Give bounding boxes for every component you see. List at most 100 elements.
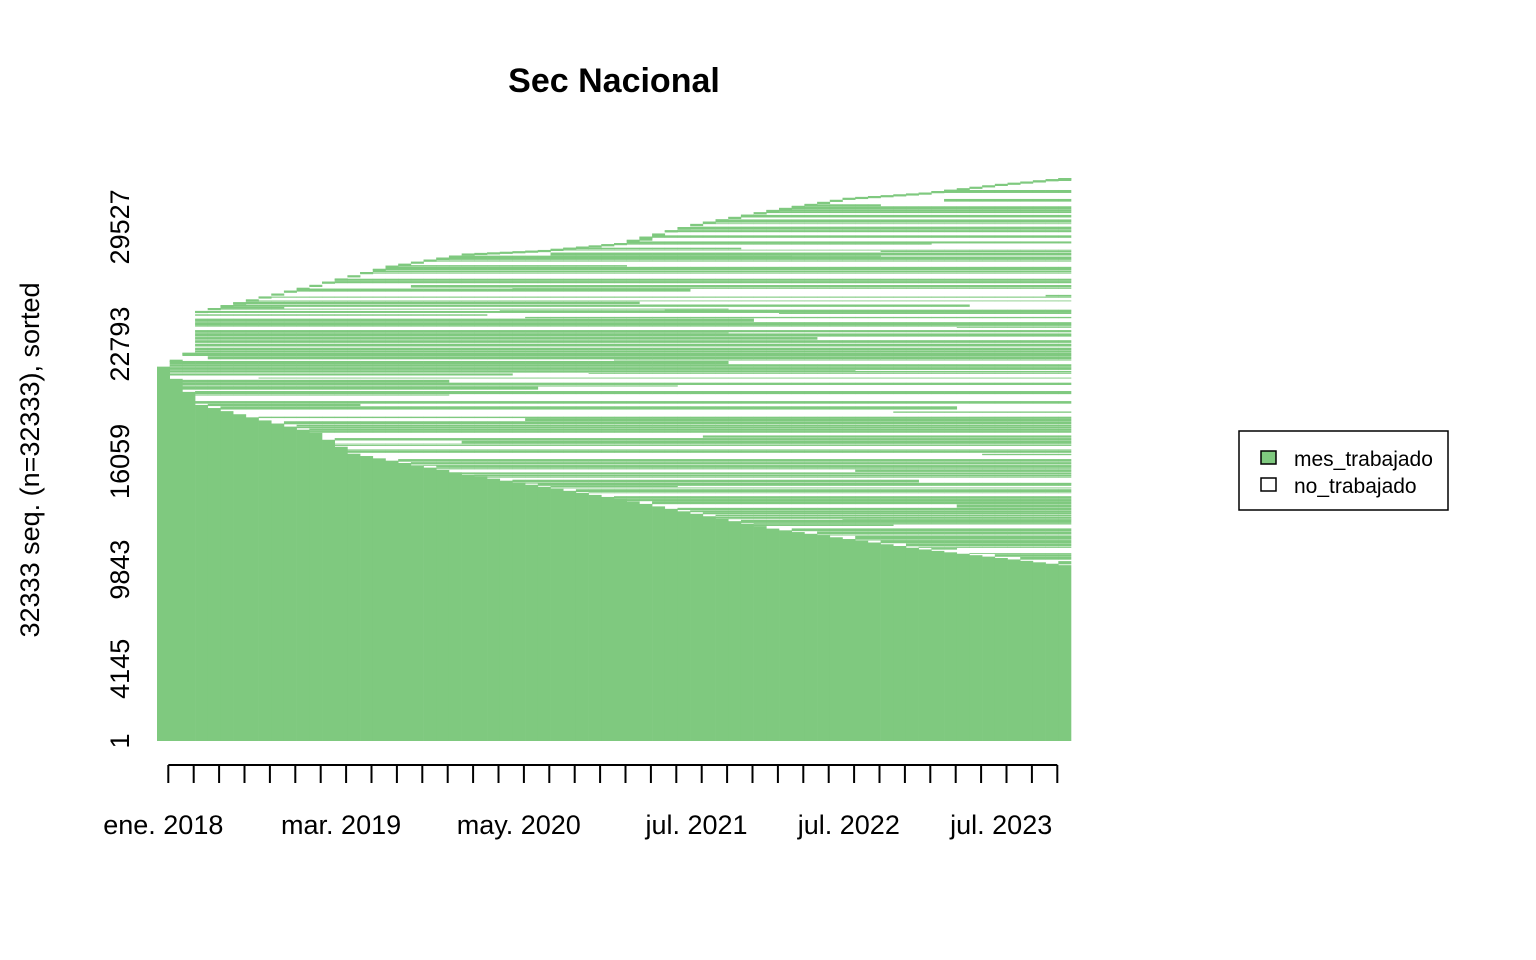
stripe-63-45 (956, 468, 970, 470)
stripe-40-100 (664, 352, 678, 357)
stripe-65-88 (982, 377, 996, 379)
stripe-42-94 (690, 367, 704, 370)
stripe-43-148 (702, 259, 716, 261)
stripe-38-41 (639, 476, 653, 478)
stripe-48-120 (766, 310, 780, 313)
stripe-48-85 (766, 382, 780, 385)
stripe-32-139 (563, 278, 577, 280)
stripe-56-147 (867, 260, 881, 262)
stripe-35-145 (601, 265, 615, 267)
stripe-64-48 (969, 464, 983, 466)
stripe-21-101 (423, 350, 437, 353)
stripe-60-8 (918, 546, 932, 548)
stripe-36-114 (614, 322, 627, 326)
stripe-46-163 (740, 230, 754, 233)
stripe-38-149 (639, 256, 653, 260)
stripe-27-92 (499, 370, 513, 373)
top-edge-col-35 (601, 244, 615, 247)
stripe-33-109 (575, 332, 589, 334)
stripe-20-127 (410, 301, 424, 304)
stripe-63-100 (956, 352, 970, 357)
stripe-31-101 (550, 350, 564, 353)
stripe-45-88 (728, 377, 742, 379)
stripe-64-130 (969, 296, 983, 298)
stripe-62-28 (944, 501, 958, 505)
stripe-47-24 (753, 512, 767, 515)
stripe-24-43 (461, 472, 475, 475)
stripe-34-151 (588, 255, 602, 257)
stripe-30-134 (537, 288, 551, 289)
stripe-42-138 (690, 279, 704, 281)
stripe-25-109 (474, 332, 488, 334)
stripe-43-157 (702, 243, 716, 245)
stripe-38-99 (639, 356, 653, 360)
stripe-31-130 (550, 296, 564, 298)
stripe-48-93 (766, 370, 780, 371)
stripe-17-125 (372, 304, 386, 307)
stripe-23-118 (448, 314, 462, 316)
stripe-37-77 (626, 401, 640, 404)
top-edge-col-62 (944, 189, 958, 192)
stripe-3-77 (195, 401, 209, 404)
stripe-24-97 (461, 360, 475, 365)
stripe-24-114 (461, 322, 475, 326)
stripe-52-42 (817, 474, 831, 477)
stripe-58-144 (893, 266, 907, 270)
stripe-15-55 (347, 450, 361, 453)
stripe-65-98 (982, 359, 996, 361)
stripe-19-93 (398, 370, 412, 371)
stripe-30-108 (537, 333, 551, 337)
stripe-23-97 (448, 360, 462, 365)
stripe-37-69 (626, 421, 640, 425)
stripe-19-99 (398, 356, 412, 360)
stripe-55-28 (855, 501, 869, 505)
stripe-57-38 (880, 482, 894, 484)
stripe-46-81 (740, 391, 754, 395)
stripe-29-127 (525, 301, 539, 304)
stripe-19-69 (398, 421, 412, 425)
stripe-65-49 (982, 462, 996, 465)
stripe-25-45 (474, 468, 488, 470)
stripe-56-96 (867, 364, 881, 367)
stripe-49-122 (779, 309, 793, 311)
stripe-41-38 (677, 482, 691, 484)
stripe-10-86 (283, 379, 297, 383)
stripe-25-101 (474, 350, 488, 353)
stripe-63-18 (956, 523, 970, 525)
top-edge-col-31 (550, 248, 564, 252)
stripe-8-93 (258, 370, 272, 371)
stripe-60-158 (918, 241, 932, 244)
stripe-50-42 (791, 474, 805, 477)
stripe-42-155 (690, 247, 704, 250)
stripe-54-154 (842, 249, 856, 251)
lower-fill-col-24 (461, 474, 475, 741)
stripe-16-120 (360, 310, 374, 313)
stripe-19-106 (398, 340, 412, 343)
stripe-47-113 (753, 325, 767, 327)
stripe-42-113 (690, 325, 704, 327)
stripe-22-88 (436, 377, 450, 379)
stripe-18-104 (385, 343, 399, 347)
stripe-15-125 (347, 304, 361, 307)
stripe-38-128 (639, 300, 653, 302)
stripe-51-148 (804, 259, 818, 261)
stripe-56-61 (867, 440, 881, 444)
stripe-19-133 (398, 288, 412, 292)
stripe-11-108 (296, 333, 310, 337)
stripe-46-77 (740, 401, 754, 404)
stripe-19-86 (398, 379, 412, 383)
stripe-63-61 (956, 440, 970, 444)
stripe-54-176 (842, 206, 856, 210)
stripe-63-63 (956, 435, 970, 438)
stripe-35-41 (601, 476, 615, 478)
stripe-31-93 (550, 370, 564, 371)
stripe-58-67 (893, 427, 907, 429)
stripe-58-108 (893, 333, 907, 337)
stripe-26-81 (487, 391, 501, 395)
stripe-44-92 (715, 370, 729, 373)
stripe-42-98 (690, 359, 704, 361)
stripe-32-84 (563, 385, 577, 387)
stripe-18-139 (385, 278, 399, 280)
stripe-33-81 (575, 391, 589, 395)
stripe-32-110 (563, 330, 577, 333)
